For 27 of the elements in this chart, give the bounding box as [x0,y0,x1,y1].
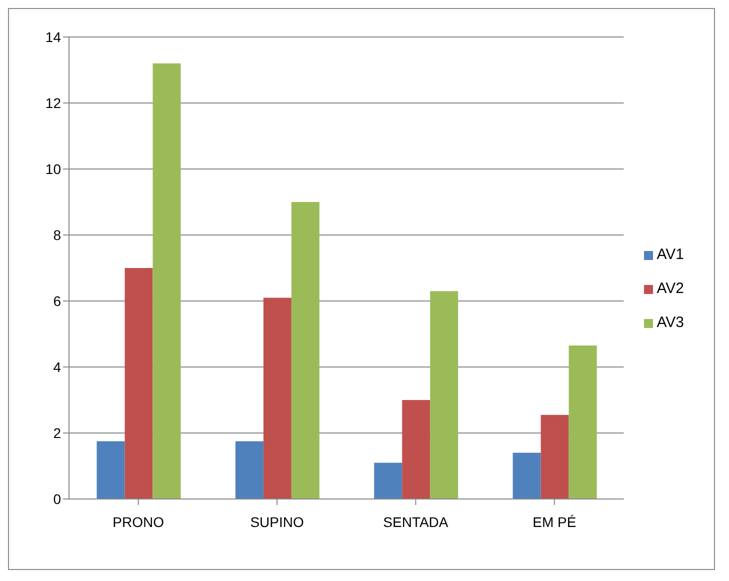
bar [152,63,181,499]
x-tick-label: PRONO [112,514,164,530]
bar [402,400,430,499]
y-tick-label: 0 [53,490,62,507]
y-tick-label: 8 [53,226,62,243]
bar [263,298,292,499]
y-tick-label: 2 [53,424,62,441]
legend-label: AV3 [656,314,684,331]
x-tick-label: SENTADA [383,514,449,530]
y-tick-label: 4 [53,358,62,375]
legend-label: AV2 [656,280,684,297]
y-tick-label: 10 [45,160,62,177]
bar [291,202,320,499]
bar [540,414,569,499]
bar [235,441,264,499]
y-tick-label: 6 [53,292,62,309]
x-tick-label: EM PÉ [532,514,576,530]
bar [374,462,402,499]
y-tick-label: 14 [45,28,62,45]
bar [124,268,153,499]
bar [96,441,125,499]
legend-label: AV1 [656,246,684,263]
x-tick-label: SUPINO [250,514,304,530]
bar [430,291,458,499]
bar [568,346,597,499]
bar [512,452,541,499]
y-tick-label: 12 [45,94,62,111]
